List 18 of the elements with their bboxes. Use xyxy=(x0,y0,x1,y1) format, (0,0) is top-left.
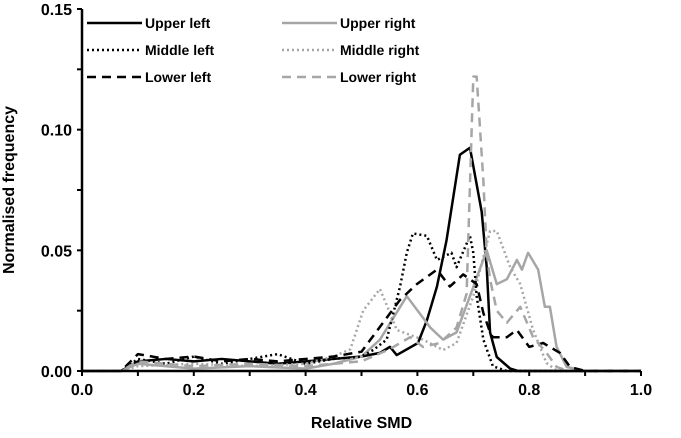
y-tick-label: 0.10 xyxy=(40,122,72,140)
y-axis-title: Normalised frequency xyxy=(1,106,18,274)
y-tick-label: 0.15 xyxy=(40,2,72,19)
x-tick-label: 0.8 xyxy=(518,382,540,399)
legend-label: Lower left xyxy=(145,69,212,85)
x-tick-label: 0.6 xyxy=(406,382,429,399)
legend-label: Lower right xyxy=(340,69,417,85)
legend-label: Middle right xyxy=(340,42,420,58)
x-tick-label: 0.4 xyxy=(294,382,317,399)
legend-label: Upper left xyxy=(145,15,211,31)
x-tick-label: 0.2 xyxy=(182,382,206,399)
x-tick-label: 1.0 xyxy=(630,382,652,399)
x-axis-title: Relative SMD xyxy=(310,415,412,432)
x-tick-label: 0.0 xyxy=(70,382,94,399)
y-tick-label: 0.05 xyxy=(40,243,72,260)
y-tick-label: 0.00 xyxy=(40,364,72,381)
legend-label: Upper right xyxy=(340,15,416,31)
legend-label: Middle left xyxy=(145,42,215,58)
